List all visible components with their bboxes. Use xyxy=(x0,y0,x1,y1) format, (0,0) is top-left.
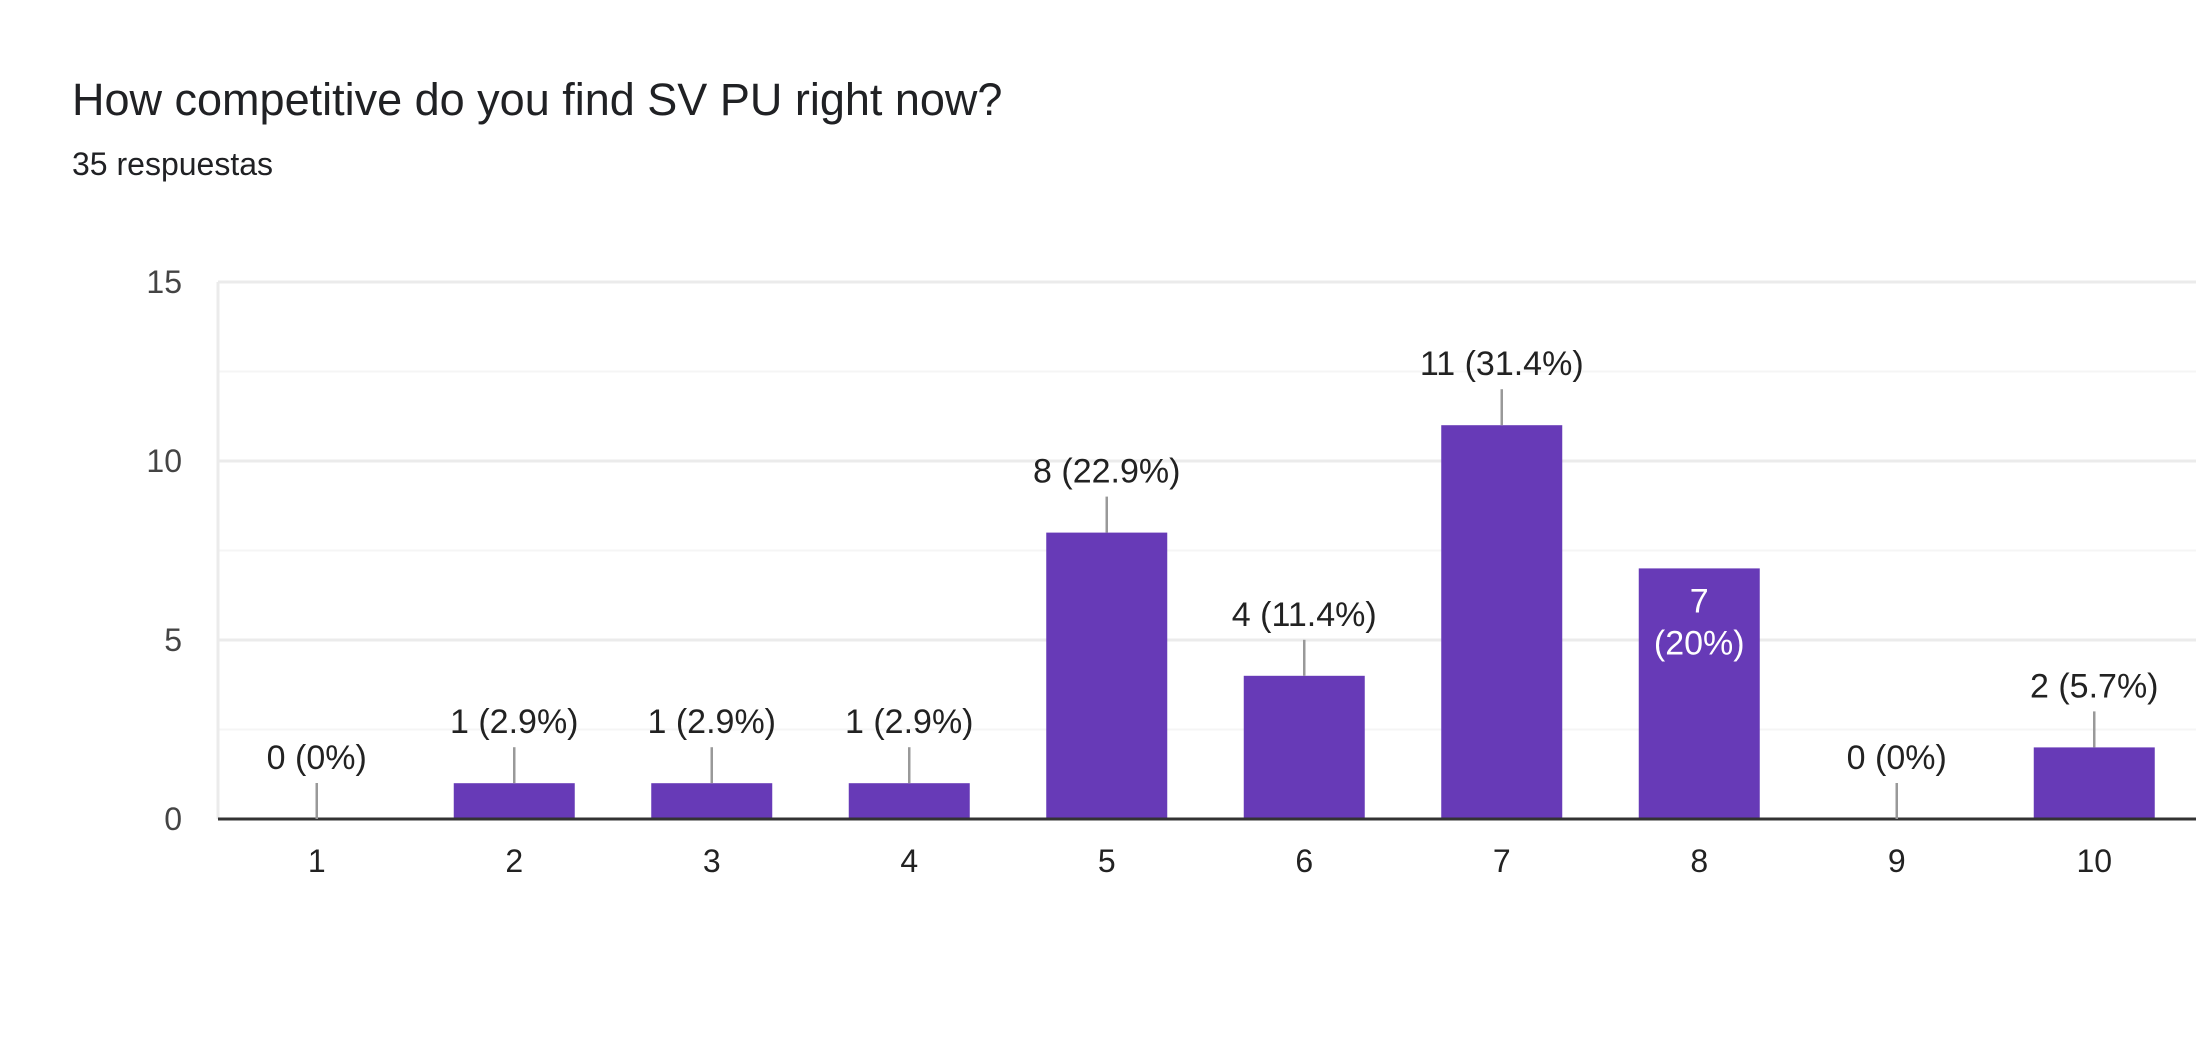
x-tick-label: 8 xyxy=(1690,843,1708,879)
data-labels: 0 (0%) 1 (2.9%) 1 (2.9%) 1 (2.9%) 8 (22.9%) 4… xyxy=(267,345,2159,819)
data-label: 1 (2.9%) xyxy=(648,703,777,741)
x-tick-label: 7 xyxy=(1493,843,1511,879)
data-label: 8 (22.9%) xyxy=(1033,453,1180,491)
bars xyxy=(453,425,2155,819)
data-label: 0 (0%) xyxy=(267,739,367,777)
x-tick-label: 6 xyxy=(1295,843,1313,879)
bar xyxy=(1243,675,1365,819)
x-tick-label: 4 xyxy=(900,843,918,879)
bar xyxy=(1638,568,1760,819)
data-label: 2 (5.7%) xyxy=(2030,667,2159,705)
x-tick-label: 2 xyxy=(505,843,523,879)
bar xyxy=(1046,532,1168,819)
bar xyxy=(2033,747,2155,819)
data-label: 1 (2.9%) xyxy=(845,703,974,741)
bar xyxy=(453,783,575,819)
axes: 0 5 10 15 1 2 3 4 5 6 7 8 9 10 xyxy=(146,264,2196,879)
bar xyxy=(651,783,773,819)
chart-title: How competitive do you find SV PU right … xyxy=(72,74,1003,125)
x-tick-label: 3 xyxy=(703,843,721,879)
y-tick-label: 0 xyxy=(164,801,182,837)
data-label: 11 (31.4%) xyxy=(1420,345,1584,383)
data-label: 4 (11.4%) xyxy=(1232,596,1377,634)
y-tick-label: 15 xyxy=(146,264,182,300)
bar xyxy=(1441,425,1563,819)
data-label: 7 xyxy=(1690,582,1709,620)
x-tick-label: 10 xyxy=(2076,843,2112,879)
response-count: 35 respuestas xyxy=(72,146,274,182)
data-label: 0 (0%) xyxy=(1847,739,1947,777)
x-tick-label: 9 xyxy=(1888,843,1906,879)
data-label: 1 (2.9%) xyxy=(450,703,579,741)
y-tick-label: 10 xyxy=(146,443,182,479)
x-tick-label: 1 xyxy=(308,843,326,879)
y-tick-label: 5 xyxy=(164,622,182,658)
x-tick-label: 5 xyxy=(1098,843,1116,879)
gridlines xyxy=(216,280,2196,819)
data-label: (20%) xyxy=(1654,624,1745,662)
bar xyxy=(848,783,970,819)
